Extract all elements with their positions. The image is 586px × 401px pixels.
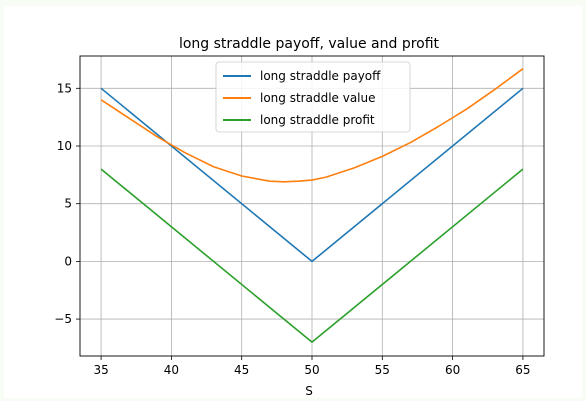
chart-title: long straddle payoff, value and profit <box>179 36 440 52</box>
legend: long straddle payoff long straddle value l… <box>216 62 410 132</box>
x-tick-label: 60 <box>445 363 460 377</box>
x-tick-label: 65 <box>515 363 530 377</box>
y-tick-label: 5 <box>64 197 72 211</box>
x-tick-label: 55 <box>375 363 390 377</box>
x-tick-label: 35 <box>93 363 108 377</box>
figure-canvas: long straddle payoff, value and profit 3… <box>4 6 582 398</box>
y-tick-label: 10 <box>57 139 72 153</box>
legend-entry-label: long straddle payoff <box>260 69 381 83</box>
x-axis-label: S <box>305 384 313 398</box>
legend-entry-label: long straddle profit <box>260 113 375 127</box>
y-tick-label: 0 <box>64 254 72 268</box>
legend-entry-label: long straddle value <box>260 91 376 105</box>
x-tick-label: 50 <box>304 363 319 377</box>
y-tick-label: 15 <box>57 81 72 95</box>
x-tick-label: 40 <box>164 363 179 377</box>
x-tick-label: 45 <box>234 363 249 377</box>
y-tick-label: −5 <box>54 312 72 326</box>
line-chart: long straddle payoff, value and profit 3… <box>4 6 582 398</box>
